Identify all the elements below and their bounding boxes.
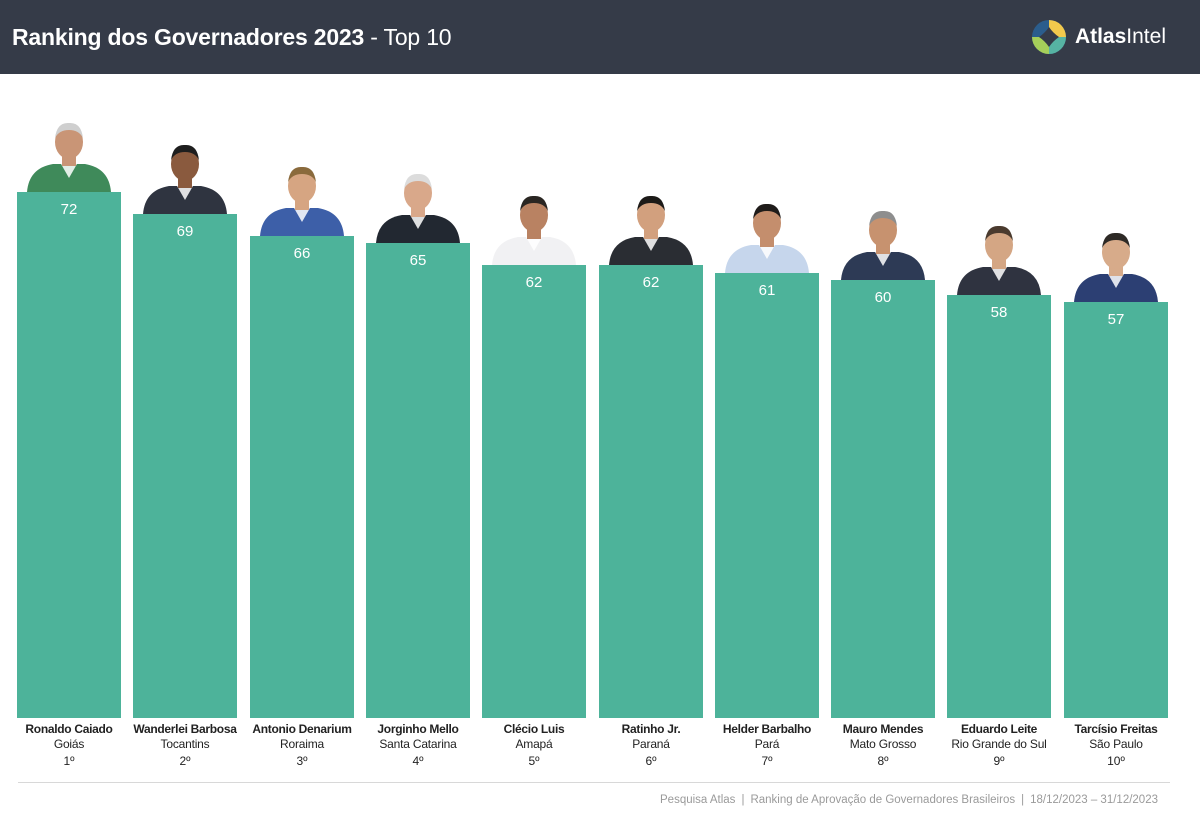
page-title: Ranking dos Governadores 2023 - Top 10	[12, 23, 452, 51]
brand-name-first: Atlas	[1074, 25, 1127, 48]
bar-column: 61	[715, 74, 819, 718]
state-name: Tocantins	[160, 737, 210, 751]
bar-column: 62	[482, 74, 586, 718]
footer-dates: 18/12/2023 – 31/12/2023	[1030, 794, 1158, 806]
rank-label: 2º	[179, 754, 191, 768]
bar-column: 62	[599, 74, 703, 718]
state-name: Roraima	[280, 737, 324, 751]
category-label: Wanderlei Barbosa Tocantins 2º	[133, 722, 237, 768]
state-name: Santa Catarina	[379, 737, 457, 751]
header-bar: Ranking dos Governadores 2023 - Top 10 A…	[0, 0, 1200, 74]
bar-column: 72	[17, 74, 121, 718]
governor-portrait	[17, 112, 121, 192]
bar: 62	[599, 265, 703, 718]
footer-source-name: Pesquisa Atlas	[660, 794, 736, 806]
category-label: Jorginho Mello Santa Catarina 4º	[366, 722, 470, 768]
category-label: Antonio Denarium Roraima 3º	[250, 722, 354, 768]
bar: 61	[715, 273, 819, 718]
bar: 65	[366, 243, 470, 718]
governor-portrait	[599, 185, 703, 265]
governor-name: Antonio Denarium	[252, 722, 352, 736]
bar-value-label: 57	[1107, 311, 1125, 328]
bar-column: 65	[366, 74, 470, 718]
governor-portrait	[1064, 222, 1168, 302]
brand-logo-block: AtlasIntel	[1031, 19, 1166, 55]
footer-source: Pesquisa Atlas | Ranking de Aprovação de G…	[660, 794, 1158, 806]
governor-name: Mauro Mendes	[842, 722, 924, 736]
rank-label: 1º	[63, 754, 75, 768]
bar: 60	[831, 280, 935, 718]
governor-portrait	[482, 185, 586, 265]
bar: 57	[1064, 302, 1168, 718]
atlasintel-logo-icon	[1031, 20, 1066, 54]
state-name: Pará	[754, 737, 780, 751]
bar: 66	[250, 236, 354, 718]
bar-column: 58	[947, 74, 1051, 718]
state-name: Rio Grande do Sul	[951, 737, 1047, 751]
rank-label: 9º	[993, 754, 1005, 768]
governor-portrait	[366, 163, 470, 243]
rank-label: 4º	[412, 754, 424, 768]
governor-name: Helder Barbalho	[722, 722, 812, 736]
bar-value-label: 62	[642, 274, 660, 291]
rank-label: 8º	[877, 754, 889, 768]
governor-name: Ratinho Jr.	[621, 722, 681, 736]
bar-value-label: 61	[758, 282, 776, 299]
bar: 62	[482, 265, 586, 718]
bar-column: 57	[1064, 74, 1168, 718]
rank-label: 5º	[528, 754, 540, 768]
governor-name: Wanderlei Barbosa	[133, 722, 237, 736]
bar-value-label: 65	[409, 252, 427, 269]
footer-divider	[18, 782, 1170, 783]
brand-name-second: Intel	[1126, 25, 1166, 48]
rank-label: 7º	[761, 754, 773, 768]
bar-value-label: 66	[293, 245, 311, 262]
governor-name: Clécio Luis	[503, 722, 565, 736]
governor-portrait	[831, 200, 935, 280]
governor-name: Ronaldo Caiado	[25, 722, 113, 736]
governor-portrait	[947, 215, 1051, 295]
governor-portrait	[250, 156, 354, 236]
governor-name: Eduardo Leite	[960, 722, 1038, 736]
bar: 58	[947, 295, 1051, 718]
title-suffix: - Top 10	[364, 23, 452, 50]
bar-value-label: 58	[990, 304, 1008, 321]
state-name: Mato Grosso	[849, 737, 917, 751]
state-name: Paraná	[632, 737, 670, 751]
governor-name: Jorginho Mello	[377, 722, 459, 736]
category-label: Helder Barbalho Pará 7º	[715, 722, 819, 768]
category-label: Clécio Luis Amapá 5º	[482, 722, 586, 768]
bar-value-label: 62	[525, 274, 543, 291]
state-name: São Paulo	[1089, 737, 1143, 751]
state-name: Amapá	[515, 737, 553, 751]
rank-label: 10º	[1107, 754, 1125, 768]
category-label: Tarcísio Freitas São Paulo 10º	[1064, 722, 1168, 768]
governor-portrait	[133, 134, 237, 214]
category-label: Ratinho Jr. Paraná 6º	[599, 722, 703, 768]
bar-value-label: 60	[874, 289, 892, 306]
state-name: Goiás	[53, 737, 85, 751]
category-label: Eduardo Leite Rio Grande do Sul 9º	[947, 722, 1051, 768]
category-label: Ronaldo Caiado Goiás 1º	[17, 722, 121, 768]
bar: 69	[133, 214, 237, 718]
rank-label: 3º	[296, 754, 308, 768]
bar-value-label: 72	[60, 201, 78, 218]
bar-value-label: 69	[176, 223, 194, 240]
footer-survey-name: Ranking de Aprovação de Governadores Bra…	[750, 794, 1016, 806]
bar-column: 69	[133, 74, 237, 718]
rank-label: 6º	[645, 754, 657, 768]
bar-column: 66	[250, 74, 354, 718]
category-label: Mauro Mendes Mato Grosso 8º	[831, 722, 935, 768]
bar-chart: 72 69 66 65 62 62 61 60 58 57	[0, 74, 1200, 718]
bar: 72	[17, 192, 121, 718]
title-bold: Ranking dos Governadores 2023	[12, 23, 365, 50]
governor-portrait	[715, 193, 819, 273]
bar-column: 60	[831, 74, 935, 718]
governor-name: Tarcísio Freitas	[1074, 722, 1158, 736]
